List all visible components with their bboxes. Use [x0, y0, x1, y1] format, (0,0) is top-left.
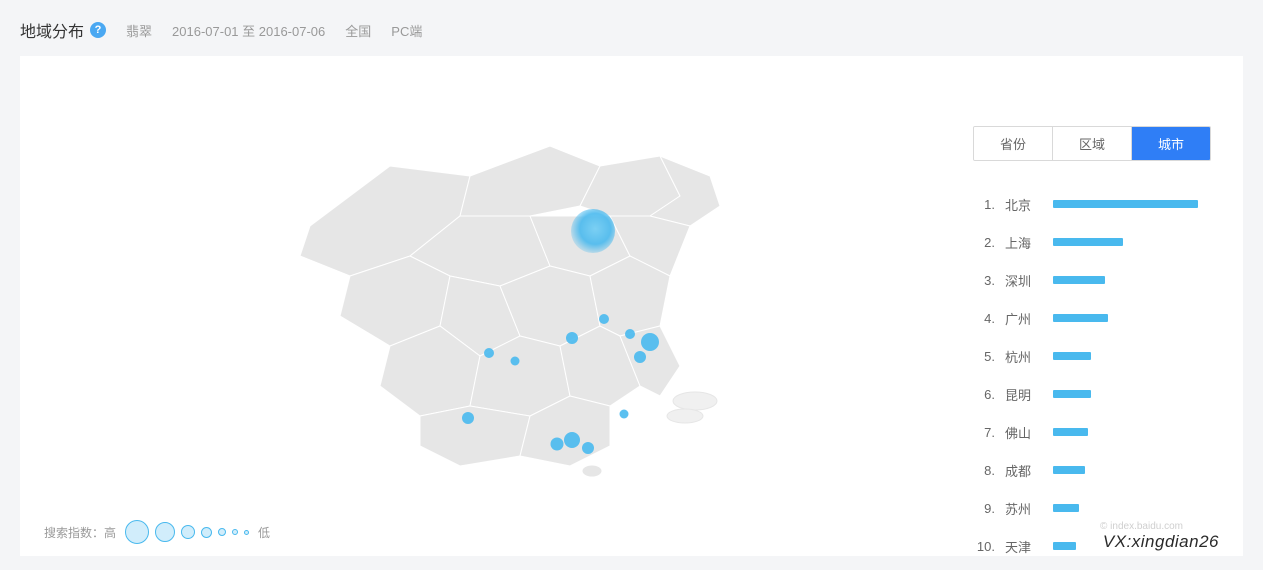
rank-number: 3. — [973, 273, 995, 288]
rank-item[interactable]: 6.昆明 — [973, 375, 1211, 413]
china-map — [250, 106, 770, 486]
map-svg — [250, 106, 770, 486]
rank-bar-wrap — [1041, 238, 1211, 246]
map-bubble-chongqing[interactable] — [511, 356, 520, 365]
tab-city[interactable]: 城市 — [1132, 127, 1210, 160]
rank-bar-wrap — [1041, 276, 1211, 284]
date-range-label: 2016-07-01 至 2016-07-06 — [172, 21, 325, 40]
map-bubble-hangzhou[interactable] — [634, 351, 646, 363]
watermark-text: VX:xingdian26 — [1103, 532, 1219, 552]
rank-item[interactable]: 1.北京 — [973, 185, 1211, 223]
legend-low-label: 低 — [258, 524, 270, 541]
title-text: 地域分布 — [20, 18, 84, 42]
rank-number: 8. — [973, 463, 995, 478]
rank-number: 1. — [973, 197, 995, 212]
rank-item[interactable]: 8.成都 — [973, 451, 1211, 489]
legend-bubble — [232, 529, 238, 535]
help-icon[interactable]: ? — [90, 22, 106, 38]
rank-bar-wrap — [1041, 466, 1211, 474]
rank-city-name: 佛山 — [995, 423, 1041, 442]
legend: 搜索指数：高 低 — [44, 520, 270, 544]
rank-number: 6. — [973, 387, 995, 402]
header-bar: 地域分布 ? 翡翠 2016-07-01 至 2016-07-06 全国 PC端 — [0, 0, 1263, 56]
rank-bar — [1053, 314, 1108, 322]
rank-bar-wrap — [1041, 428, 1211, 436]
rank-item[interactable]: 4.广州 — [973, 299, 1211, 337]
rank-number: 9. — [973, 501, 995, 516]
rank-city-name: 杭州 — [995, 347, 1041, 366]
rank-item[interactable]: 2.上海 — [973, 223, 1211, 261]
map-bubble-nanjing[interactable] — [599, 314, 609, 324]
rank-bar — [1053, 200, 1198, 208]
rank-bar — [1053, 238, 1123, 246]
legend-bubble — [181, 525, 195, 539]
rank-city-name: 广州 — [995, 309, 1041, 328]
rank-number: 10. — [973, 539, 995, 554]
ranking-tabs: 省份 区域 城市 — [973, 126, 1211, 161]
legend-bubble — [155, 522, 175, 542]
rank-bar — [1053, 428, 1088, 436]
page-title: 地域分布 ? — [20, 18, 106, 42]
rank-item[interactable]: 7.佛山 — [973, 413, 1211, 451]
legend-high-label: 搜索指数：高 — [44, 524, 116, 541]
rank-bar — [1053, 504, 1079, 512]
rank-bar — [1053, 352, 1091, 360]
map-bubble-xiamen[interactable] — [620, 409, 629, 418]
tab-area[interactable]: 区域 — [1053, 127, 1132, 160]
rank-bar — [1053, 390, 1091, 398]
rank-item[interactable]: 3.深圳 — [973, 261, 1211, 299]
rank-city-name: 深圳 — [995, 271, 1041, 290]
map-bubble-chengdu[interactable] — [484, 348, 494, 358]
rank-bar-wrap — [1041, 352, 1211, 360]
map-bubble-kunming[interactable] — [462, 412, 474, 424]
ranking-sidebar: 省份 区域 城市 1.北京2.上海3.深圳4.广州5.杭州6.昆明7.佛山8.成… — [973, 56, 1243, 556]
tab-province[interactable]: 省份 — [974, 127, 1053, 160]
map-bubble-beijing[interactable] — [571, 209, 615, 253]
rank-number: 7. — [973, 425, 995, 440]
map-bubble-foshan[interactable] — [550, 438, 563, 451]
rank-item[interactable]: 5.杭州 — [973, 337, 1211, 375]
rank-bar-wrap — [1041, 314, 1211, 322]
rank-city-name: 北京 — [995, 195, 1041, 214]
rank-bar-wrap — [1041, 390, 1211, 398]
legend-bubble — [244, 530, 249, 535]
rank-bar-wrap — [1041, 504, 1211, 512]
rank-bar — [1053, 542, 1076, 550]
rank-city-name: 成都 — [995, 461, 1041, 480]
rank-city-name: 昆明 — [995, 385, 1041, 404]
legend-bubble — [125, 520, 149, 544]
rank-bar-wrap — [1041, 200, 1211, 208]
ranking-list: 1.北京2.上海3.深圳4.广州5.杭州6.昆明7.佛山8.成都9.苏州10.天… — [973, 185, 1211, 565]
rank-number: 5. — [973, 349, 995, 364]
content-panel: 搜索指数：高 低 省份 区域 城市 1.北京2.上海3.深圳4.广州5.杭州6.… — [20, 56, 1243, 556]
rank-city-name: 苏州 — [995, 499, 1041, 518]
region-label: 全国 — [345, 21, 371, 40]
copyright-text: © index.baidu.com — [1100, 521, 1183, 532]
rank-city-name: 上海 — [995, 233, 1041, 252]
rank-bar — [1053, 276, 1105, 284]
device-label: PC端 — [391, 21, 422, 40]
rank-number: 4. — [973, 311, 995, 326]
map-area: 搜索指数：高 低 — [20, 56, 973, 556]
map-bubble-wuhan[interactable] — [566, 332, 578, 344]
rank-bar — [1053, 466, 1085, 474]
rank-city-name: 天津 — [995, 537, 1041, 556]
map-bubble-shanghai[interactable] — [641, 333, 659, 351]
rank-number: 2. — [973, 235, 995, 250]
keyword-label: 翡翠 — [126, 21, 152, 40]
map-bubble-guangzhou[interactable] — [564, 432, 580, 448]
legend-bubble — [218, 528, 226, 536]
legend-bubble — [201, 527, 212, 538]
map-bubble-suzhou[interactable] — [625, 329, 635, 339]
map-bubble-shenzhen[interactable] — [582, 442, 594, 454]
